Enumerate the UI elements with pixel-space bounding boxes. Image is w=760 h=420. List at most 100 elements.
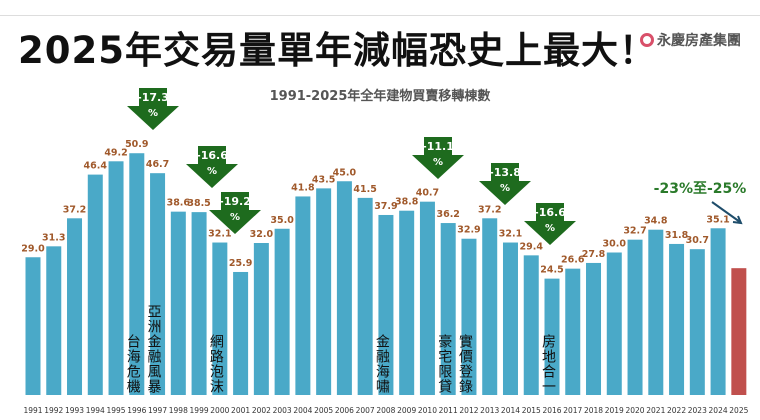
drop-percent: -11.1 [422,140,454,153]
logo-icon [640,33,654,47]
value-label: 37.2 [478,204,501,215]
bar-2000 [212,242,228,395]
value-label: 24.5 [540,265,563,276]
bar-1995 [108,161,124,395]
bar-2019 [606,252,622,395]
bar-2016 [544,278,560,395]
x-tick-label: 1991 [23,406,42,415]
bar-2018 [586,262,602,395]
bar-2009 [399,210,415,395]
down-arrow-icon [479,163,531,205]
bar-2024 [710,228,726,395]
value-label: 46.4 [84,161,108,172]
drop-percent: -19.2 [219,195,251,208]
value-label: 37.2 [63,204,86,215]
value-label: 37.9 [374,201,397,212]
bar-2001 [233,271,249,395]
value-label: 32.7 [623,226,646,237]
value-label: 43.5 [312,174,335,185]
value-label: 35.0 [270,215,294,226]
bar-2020 [627,239,643,395]
x-tick-label: 1998 [169,406,188,415]
value-label: 38.5 [187,198,210,209]
x-tick-label: 2021 [646,406,665,415]
value-label: 31.8 [665,230,689,241]
drop-percent-sign: % [230,212,240,223]
x-tick-label: 1996 [127,406,146,415]
x-tick-label: 1997 [148,406,167,415]
bar-2014 [502,242,518,395]
down-arrow-icon [127,88,179,130]
x-tick-label: 2013 [480,406,499,415]
x-tick-label: 2015 [522,406,541,415]
down-arrow-icon [524,203,576,245]
x-tick-label: 2012 [459,406,478,415]
x-tick-label: 2006 [335,406,354,415]
drop-percent: -17.3 [137,91,169,104]
bar-1996 [129,153,145,395]
x-tick-label: 2024 [709,406,728,415]
bar-2013 [482,218,498,395]
bar-1991 [25,257,41,395]
value-label: 46.7 [146,159,169,170]
x-tick-label: 2023 [688,406,707,415]
x-tick-label: 2008 [376,406,395,415]
forecast-label: -23%至-25% [654,181,747,197]
bar-2012 [461,238,477,395]
value-label: 29.0 [21,243,45,254]
value-label: 35.1 [706,214,729,225]
forecast-arrow-icon [711,201,743,225]
x-tick-label: 1995 [106,406,125,415]
bar-1993 [67,218,83,395]
value-label: 32.1 [499,229,522,240]
bar-2021 [648,229,664,395]
event-label: 亞洲金融風暴 [145,304,162,394]
drop-percent-sign: % [148,108,158,119]
x-tick-label: 1993 [65,406,84,415]
value-label: 38.8 [395,197,419,208]
x-tick-label: 1992 [44,406,63,415]
bar-2005 [316,188,332,395]
x-tick-label: 2020 [625,406,644,415]
chart-title: 1991-2025年全年建物買賣移轉棟數 [270,88,491,104]
value-label: 38.6 [167,198,191,209]
event-label: 實價登錄 [456,334,473,394]
drop-percent-sign: % [207,166,217,177]
x-tick-label: 2001 [231,406,250,415]
bar-2008 [378,214,394,395]
value-label: 29.4 [520,241,544,252]
value-label: 40.7 [416,188,439,199]
bar-2007 [357,197,373,395]
bar-2002 [253,243,269,395]
bar-2006 [336,181,352,395]
value-label: 30.7 [686,235,709,246]
x-tick-label: 1999 [190,406,209,415]
drop-percent-sign: % [500,183,510,194]
value-label: 32.9 [457,225,480,236]
bar-2025 [731,268,747,395]
brand-logo: 永慶房產集團 [640,30,741,50]
x-tick-label: 2009 [397,406,416,415]
bar-2004 [295,196,311,395]
drop-percent-sign: % [545,223,555,234]
x-tick-label: 2005 [314,406,333,415]
value-label: 50.9 [125,139,148,150]
top-divider [0,15,760,16]
x-tick-label: 2010 [418,406,437,415]
bar-2017 [565,268,581,395]
bar-2010 [419,201,435,395]
value-label: 25.9 [229,258,252,269]
x-tick-label: 2025 [729,406,748,415]
x-tick-label: 2003 [273,406,292,415]
bar-1997 [150,173,166,395]
bar-2003 [274,228,290,395]
x-tick-label: 2002 [252,406,271,415]
value-label: 41.5 [353,184,376,195]
x-tick-label: 2004 [293,406,312,415]
x-tick-label: 2007 [356,406,375,415]
drop-percent: -16.6 [196,149,228,162]
down-arrow-icon [186,146,238,188]
bar-2023 [689,249,705,395]
drop-percent: -16.6 [534,206,566,219]
